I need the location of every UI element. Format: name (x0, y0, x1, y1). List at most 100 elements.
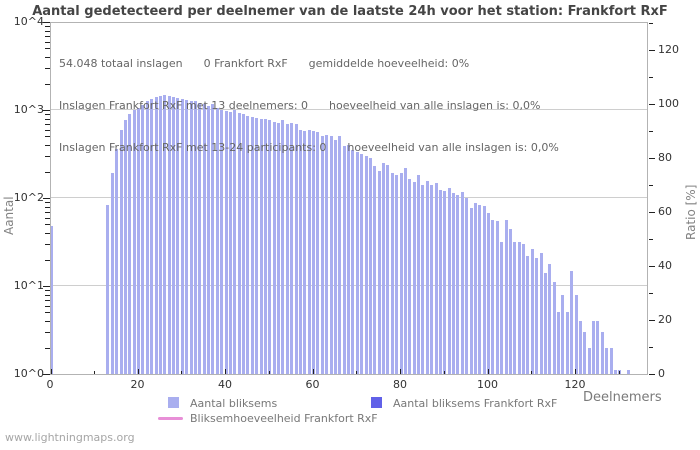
bar (587, 348, 591, 374)
y-left-minor-tick (45, 26, 50, 28)
legend-swatch-bliksemhoeveelheid (158, 417, 183, 420)
bar (618, 370, 622, 374)
bar (325, 135, 329, 374)
bar (377, 171, 381, 374)
bar (224, 111, 228, 374)
bar (565, 312, 569, 374)
bar (421, 185, 425, 374)
y-left-minor-tick (45, 136, 50, 138)
bar (543, 273, 547, 374)
x-tick-label: 0 (46, 378, 54, 391)
bar (119, 130, 123, 374)
bar (176, 98, 180, 374)
bar (390, 173, 394, 374)
bar (316, 132, 320, 374)
bar (578, 321, 582, 374)
y-right-major-tick (649, 374, 655, 375)
y-right-tick-label: 0 (658, 367, 665, 380)
x-major-tick (137, 369, 139, 374)
bar (220, 110, 224, 374)
y-left-minor-tick (45, 305, 50, 307)
y-right-major-tick (649, 104, 655, 105)
bar (526, 256, 530, 374)
bar (132, 110, 136, 374)
y-left-minor-tick (45, 118, 50, 120)
y-left-minor-tick (45, 233, 50, 235)
y-left-major-tick (43, 198, 50, 199)
bar (434, 183, 438, 374)
y-left-tick-label: 10^4 (13, 15, 44, 28)
y-axis-left-title: Aantal (2, 196, 16, 235)
bar (185, 100, 189, 374)
bar (460, 192, 464, 374)
x-minor-tick (181, 371, 183, 374)
y-right-major-tick (649, 266, 655, 267)
y-left-minor-tick (45, 123, 50, 125)
bar (294, 124, 298, 374)
watermark-link[interactable]: www.lightningmaps.org (5, 431, 135, 444)
bar (592, 321, 595, 374)
x-minor-tick (443, 371, 445, 374)
bar (215, 108, 219, 374)
bar (351, 150, 355, 374)
bar (408, 179, 412, 374)
y-left-minor-tick (45, 145, 50, 147)
x-tick-label: 80 (393, 378, 407, 391)
bar (443, 191, 447, 374)
y-right-minor-tick (649, 77, 653, 78)
x-tick-label: 60 (305, 378, 320, 391)
y-right-minor-tick (649, 293, 653, 294)
bar (163, 95, 167, 374)
bar (128, 114, 132, 374)
bar (373, 166, 377, 374)
bar (320, 136, 324, 374)
bar (596, 321, 600, 374)
y-left-minor-tick (45, 68, 50, 69)
y-left-tick-label: 10^1 (13, 279, 44, 292)
bar (452, 193, 455, 374)
bar (522, 244, 525, 374)
bar (347, 145, 350, 374)
bar (312, 131, 315, 374)
bar (342, 146, 346, 374)
bar (535, 258, 539, 374)
x-minor-tick (618, 371, 620, 374)
bar (272, 122, 276, 374)
bar (469, 208, 473, 374)
bar (303, 131, 307, 374)
bar (150, 99, 154, 374)
bar (447, 188, 451, 374)
bar (382, 163, 385, 374)
y-left-minor-tick (45, 129, 50, 131)
y-right-tick-label: 40 (658, 259, 672, 272)
bar (395, 175, 399, 374)
bar (110, 173, 114, 374)
y-left-minor-tick (45, 294, 50, 296)
y-right-major-tick (649, 158, 655, 159)
bar (513, 242, 517, 374)
y-left-major-tick (43, 110, 50, 111)
x-axis-title: Deelnemers (583, 390, 662, 405)
y-left-minor-tick (45, 224, 50, 226)
bar (482, 206, 486, 374)
bar (491, 220, 495, 374)
y-right-minor-tick (649, 185, 653, 186)
legend-label-bliksemhoeveelheid: Bliksemhoeveelheid Frankfort RxF (190, 412, 378, 425)
bar (250, 117, 254, 374)
x-major-tick (487, 369, 489, 374)
bar (263, 119, 267, 374)
bar (167, 96, 171, 374)
bar (368, 158, 372, 374)
bar (228, 112, 232, 374)
bar (417, 175, 420, 374)
y-right-tick-label: 80 (658, 151, 672, 164)
bar (123, 120, 127, 374)
y-left-minor-tick (45, 41, 50, 43)
y-left-major-tick (43, 286, 50, 287)
y-right-major-tick (649, 50, 655, 51)
y-left-minor-tick (45, 83, 50, 85)
stats-line-3: Inslagen Frankfort RxF met 13-24 partici… (59, 141, 559, 154)
bar (277, 123, 280, 374)
y-left-tick-label: 10^2 (13, 191, 44, 204)
y-left-minor-tick (45, 299, 50, 301)
